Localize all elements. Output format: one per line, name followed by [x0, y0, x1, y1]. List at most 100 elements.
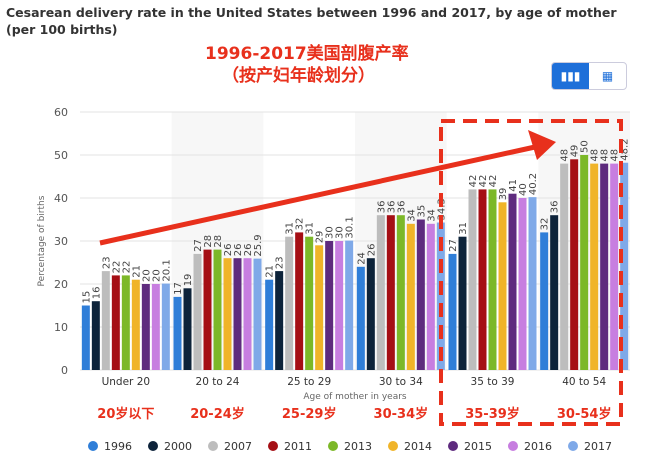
y-tick-label: 30 [54, 235, 68, 248]
data-label: 20.1 [161, 259, 172, 281]
legend-item-2016[interactable]: 2016 [508, 440, 552, 453]
data-label: 30 [325, 226, 336, 239]
legend-label: 2016 [524, 440, 552, 453]
bar-2007 [376, 215, 385, 370]
bar-2017 [436, 222, 445, 370]
data-label: 40 [518, 183, 529, 196]
bar-2000 [458, 236, 467, 370]
bar-2014 [223, 258, 232, 370]
bar-2007 [468, 189, 477, 370]
legend-label: 2000 [164, 440, 192, 453]
bar-2011 [203, 249, 212, 370]
data-label: 27 [448, 239, 459, 252]
legend: 1996 2000 2007 2011 2013 2014 2015 2016 2017 [88, 440, 612, 453]
data-label: 34 [426, 209, 437, 222]
trend-arrow-line [99, 144, 536, 246]
data-label: 22 [121, 261, 132, 274]
data-label: 20 [151, 269, 162, 282]
data-label: 42 [488, 175, 499, 188]
legend-label: 2015 [464, 440, 492, 453]
data-label: 19 [183, 274, 194, 287]
legend-marker [88, 441, 98, 451]
legend-item-2011[interactable]: 2011 [268, 440, 312, 453]
y-tick-label: 10 [54, 321, 68, 334]
data-label: 32 [295, 218, 306, 231]
data-label: 36 [396, 200, 407, 213]
view-toggle[interactable]: ▮▮▮ ▦ [551, 62, 627, 90]
bar-1996 [81, 305, 90, 370]
y-tick-label: 40 [54, 192, 68, 205]
legend-marker [388, 441, 398, 451]
bar-1996 [448, 253, 457, 370]
data-label: 23 [101, 256, 112, 269]
data-label: 48.2 [620, 138, 631, 160]
data-label: 22 [111, 261, 122, 274]
table-icon[interactable]: ▦ [601, 69, 614, 83]
data-label: 34.3 [436, 198, 447, 220]
bar-2000 [275, 271, 284, 370]
data-label: 15 [81, 291, 92, 304]
annotation-group-zh: 25-29岁 [282, 406, 337, 422]
x-tick-label: Under 20 [102, 376, 150, 388]
bar-2014 [406, 223, 415, 370]
legend-item-2007[interactable]: 2007 [208, 440, 252, 453]
legend-item-2013[interactable]: 2013 [328, 440, 372, 453]
bar-2014 [498, 202, 507, 370]
bar-2011 [295, 232, 304, 370]
bar-2013 [488, 189, 497, 370]
bar-2015 [416, 219, 425, 370]
x-tick-label: 25 to 29 [287, 376, 331, 388]
highlight-box [439, 119, 623, 426]
x-tick-label: 20 to 24 [196, 376, 240, 388]
data-label: 23 [275, 256, 286, 269]
trend-arrow-head [528, 130, 556, 160]
data-label: 34 [406, 209, 417, 222]
legend-item-1996[interactable]: 1996 [88, 440, 132, 453]
legend-marker [268, 441, 278, 451]
legend-item-2014[interactable]: 2014 [388, 440, 432, 453]
annotation-title-zh: 1996-2017美国剖腹产率 [205, 44, 409, 64]
bar-2014 [590, 163, 599, 370]
bar-2015 [600, 163, 609, 370]
bar-2014 [315, 245, 324, 370]
bar-2013 [305, 236, 314, 370]
data-label: 28 [213, 235, 224, 248]
x-axis-label: Age of mother in years [303, 392, 407, 402]
bar-1996 [356, 266, 365, 370]
legend-item-2000[interactable]: 2000 [148, 440, 192, 453]
data-label: 39 [498, 188, 509, 201]
legend-marker [328, 441, 338, 451]
annotation-group-zh: 35-39岁 [465, 406, 520, 422]
bar-2016 [243, 258, 252, 370]
legend-item-2017[interactable]: 2017 [568, 440, 612, 453]
y-tick-label: 60 [54, 106, 68, 119]
annotation-subtitle-zh: （按产妇年龄划分） [222, 66, 375, 86]
data-label: 31 [305, 222, 316, 235]
y-tick-label: 50 [54, 149, 68, 162]
data-label: 48 [590, 149, 601, 162]
data-label: 31 [285, 222, 296, 235]
data-label: 20 [141, 269, 152, 282]
data-label: 30.1 [345, 216, 356, 238]
bar-1996 [540, 232, 549, 370]
bar-2013 [396, 215, 405, 370]
legend-label: 2014 [404, 440, 432, 453]
legend-item-2015[interactable]: 2015 [448, 440, 492, 453]
data-label: 36 [550, 200, 561, 213]
chart-title: Cesarean delivery rate in the United Sta… [6, 5, 617, 37]
bar-2000 [550, 215, 559, 370]
bar-2007 [285, 236, 294, 370]
legend-label: 2007 [224, 440, 252, 453]
data-label: 36 [386, 200, 397, 213]
annotation-group-zh: 30-34岁 [374, 406, 429, 422]
bar-chart-icon[interactable]: ▮▮▮ [552, 63, 589, 89]
data-label: 50 [580, 140, 591, 153]
legend-marker [568, 441, 578, 451]
data-label: 24 [356, 252, 367, 265]
bar-2011 [478, 189, 487, 370]
data-label: 26 [223, 243, 234, 256]
bar-2011 [386, 215, 395, 370]
data-label: 26 [233, 243, 244, 256]
x-tick-label: 30 to 34 [379, 376, 423, 388]
